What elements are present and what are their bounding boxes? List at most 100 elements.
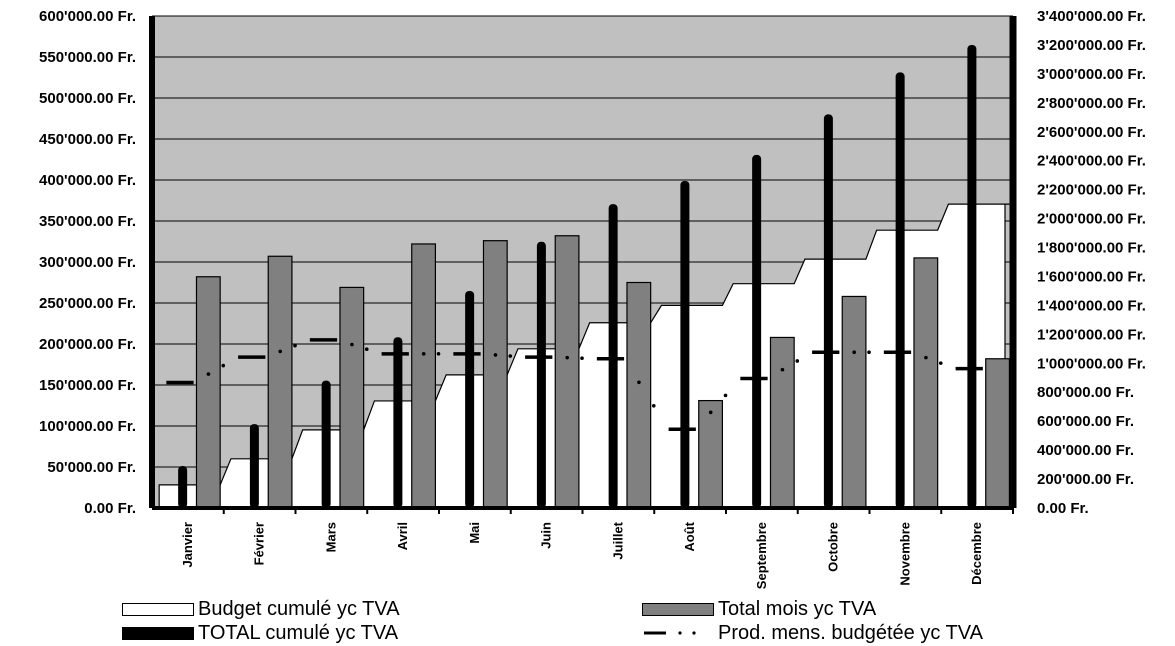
- budget-line-dot: [708, 410, 713, 415]
- category-label: Août: [682, 521, 697, 551]
- category-label: Janvier: [180, 522, 195, 568]
- bar-total-mois: [482, 240, 508, 509]
- legend-label: Prod. mens. budgétée yc TVA: [718, 621, 983, 644]
- bar-total-mois: [626, 281, 652, 509]
- left-axis-ticks: 0.00 Fr. 50'000.00 Fr. 100'000.00 Fr. 150'0…: [39, 8, 136, 517]
- right-tick-label: 800'000.00 Fr.: [1037, 384, 1134, 401]
- category-label: Mars: [323, 522, 338, 552]
- budget-line-dot: [221, 363, 226, 368]
- bar-total-cumule: [752, 154, 762, 508]
- budget-line-dot: [350, 342, 354, 347]
- legend-item-total-cumule: TOTAL cumulé yc TVA: [122, 622, 398, 644]
- legend: Budget cumulé yc TVA TOTAL cumulé yc TVA…: [0, 596, 1175, 646]
- right-tick-label: 1'200'000.00 Fr.: [1037, 326, 1146, 343]
- budget-line-dot: [651, 403, 656, 408]
- legend-swatch-white: [122, 602, 194, 616]
- right-tick-label: 400'000.00 Fr.: [1037, 442, 1134, 459]
- budget-line-dot: [293, 343, 297, 348]
- left-tick-label: 450'000.00 Fr.: [39, 131, 136, 148]
- right-tick-label: 600'000.00 Fr.: [1037, 413, 1134, 430]
- bar-total-mois: [267, 255, 293, 509]
- bar-total-cumule: [393, 337, 403, 508]
- budget-line-dot: [565, 355, 569, 360]
- category-labels: Janvier Février Mars Avril Mai Juin Juillet Aoû…: [180, 521, 984, 589]
- budget-line-dot: [867, 350, 871, 355]
- left-tick-label: 550'000.00 Fr.: [39, 49, 136, 66]
- budget-line-dot: [508, 354, 513, 358]
- right-tick-label: 2'600'000.00 Fr.: [1037, 124, 1146, 141]
- budget-line-dot: [924, 355, 928, 360]
- right-tick-label: 2'800'000.00 Fr.: [1037, 95, 1146, 112]
- bar-total-mois: [841, 295, 867, 509]
- legend-swatch-black: [122, 626, 194, 640]
- budget-line-dot: [421, 352, 426, 356]
- budget-line-marks: [166, 338, 983, 432]
- category-label: Février: [252, 522, 267, 565]
- category-label: Juillet: [610, 521, 625, 559]
- bar-total-mois: [195, 276, 221, 509]
- budget-line-dot: [852, 350, 856, 355]
- right-tick-label: 3'000'000.00 Fr.: [1037, 66, 1146, 83]
- bar-total-mois: [985, 358, 1011, 509]
- bar-total-mois: [769, 336, 795, 509]
- left-tick-label: 400'000.00 Fr.: [39, 172, 136, 189]
- bar-total-cumule: [608, 204, 618, 508]
- bar-total-mois: [411, 243, 437, 509]
- bar-total-cumule: [823, 114, 833, 509]
- budget-line-dot: [938, 361, 943, 365]
- budget-line-dot: [493, 353, 498, 357]
- category-label: Décembre: [969, 522, 984, 585]
- budget-line-dot: [278, 349, 282, 354]
- bar-total-mois: [339, 286, 365, 509]
- category-label: Juin: [539, 522, 554, 549]
- budget-line-dot: [795, 359, 800, 363]
- legend-label: Total mois yc TVA: [718, 597, 877, 620]
- bar-total-mois: [698, 399, 724, 509]
- left-tick-label: 600'000.00 Fr.: [39, 8, 136, 25]
- left-tick-label: 300'000.00 Fr.: [39, 254, 136, 271]
- legend-label: TOTAL cumulé yc TVA: [198, 621, 399, 644]
- left-tick-label: 250'000.00 Fr.: [39, 295, 136, 312]
- right-tick-label: 2'000'000.00 Fr.: [1037, 211, 1146, 228]
- right-tick-label: 3'400'000.00 Fr.: [1037, 8, 1146, 25]
- left-tick-label: 0.00 Fr.: [84, 500, 136, 517]
- budget-line-dot: [780, 367, 785, 372]
- bar-total-cumule: [536, 241, 546, 508]
- category-label: Mai: [467, 522, 482, 544]
- right-tick-label: 3'200'000.00 Fr.: [1037, 37, 1146, 54]
- right-tick-label: 2'400'000.00 Fr.: [1037, 153, 1146, 170]
- left-tick-label: 200'000.00 Fr.: [39, 336, 136, 353]
- right-tick-label: 1'800'000.00 Fr.: [1037, 240, 1146, 257]
- category-label: Avril: [395, 522, 410, 550]
- left-tick-label: 100'000.00 Fr.: [39, 418, 136, 435]
- budget-line-dot: [364, 347, 369, 351]
- bar-total-cumule: [895, 72, 905, 508]
- bar-total-cumule: [249, 424, 259, 508]
- legend-item-prod-mens: Prod. mens. budgétée yc TVA: [642, 622, 983, 644]
- right-tick-label: 0.00 Fr.: [1037, 500, 1089, 517]
- category-label: Novembre: [897, 522, 912, 586]
- bar-total-cumule: [967, 44, 977, 509]
- budget-line-dot: [206, 372, 211, 376]
- category-label: Octobre: [826, 522, 841, 572]
- bar-total-cumule: [680, 180, 690, 508]
- bar-total-mois: [554, 235, 580, 509]
- category-label: Septembre: [754, 522, 769, 589]
- legend-swatch-gray: [642, 602, 714, 616]
- bar-total-mois: [913, 257, 939, 509]
- right-axis-ticks: 0.00 Fr. 200'000.00 Fr. 400'000.00 Fr. 600'…: [1037, 8, 1146, 517]
- left-tick-label: 500'000.00 Fr.: [39, 90, 136, 107]
- bar-total-cumule: [465, 290, 475, 508]
- budget-line-dot: [723, 393, 728, 398]
- right-tick-label: 1'000'000.00 Fr.: [1037, 355, 1146, 372]
- combo-chart: 0.00 Fr. 50'000.00 Fr. 100'000.00 Fr. 150'0…: [39, 8, 1146, 589]
- left-tick-label: 150'000.00 Fr.: [39, 377, 136, 394]
- budget-cumulative-area: [158, 203, 1010, 509]
- legend-item-budget-cumule: Budget cumulé yc TVA: [122, 598, 400, 620]
- left-tick-label: 50'000.00 Fr.: [47, 459, 136, 476]
- left-tick-label: 350'000.00 Fr.: [39, 213, 136, 230]
- bar-total-cumule: [321, 380, 331, 508]
- right-tick-label: 2'200'000.00 Fr.: [1037, 182, 1146, 199]
- legend-item-total-mois: Total mois yc TVA: [642, 598, 876, 620]
- bar-total-cumule: [178, 466, 188, 508]
